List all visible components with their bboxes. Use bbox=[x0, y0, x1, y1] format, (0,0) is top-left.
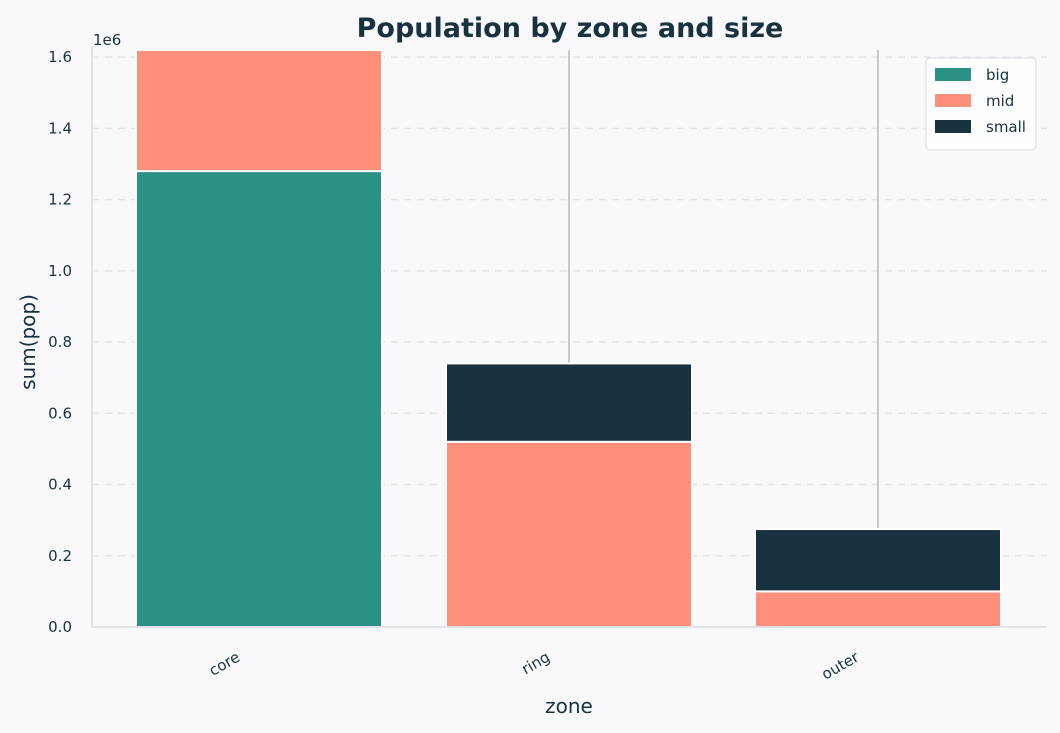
chart-title: Population by zone and size bbox=[357, 13, 784, 44]
y-tick-label-5: 1.0 bbox=[48, 262, 72, 280]
y-tick-label-4: 0.8 bbox=[48, 333, 72, 351]
bar-core-mid bbox=[135, 49, 383, 173]
axes bbox=[91, 46, 1047, 628]
y-tick-label-1: 0.2 bbox=[48, 547, 72, 565]
y-tick-label-2: 0.4 bbox=[48, 476, 72, 494]
y-axis-offset-label: 1e6 bbox=[93, 31, 121, 49]
legend-swatch-small bbox=[935, 120, 971, 133]
x-axis-label: zone bbox=[545, 694, 593, 718]
y-tick-label-7: 1.4 bbox=[48, 119, 72, 137]
bar-outer-mid bbox=[754, 590, 1002, 628]
bar-ring-small bbox=[445, 362, 693, 443]
y-axis-label: sum(pop) bbox=[16, 294, 40, 390]
y-tick-label-8: 1.6 bbox=[48, 48, 72, 66]
legend-label-big: big bbox=[986, 66, 1009, 84]
y-tick-label-6: 1.2 bbox=[48, 191, 72, 209]
bars bbox=[135, 49, 1002, 629]
legend: big mid small bbox=[925, 57, 1037, 151]
bar-ring-mid bbox=[445, 440, 693, 628]
legend-swatch-mid bbox=[935, 94, 971, 107]
bar-core-big bbox=[135, 170, 383, 629]
y-tick-label-3: 0.6 bbox=[48, 404, 72, 422]
y-tick-label-0: 0.0 bbox=[48, 618, 72, 636]
legend-label-small: small bbox=[986, 118, 1026, 136]
legend-swatch-big bbox=[935, 68, 971, 81]
y-tick-labels: 0.0 0.2 0.4 0.6 0.8 1.0 1.2 1.4 1.6 bbox=[48, 48, 72, 636]
bar-outer-small bbox=[754, 528, 1002, 593]
legend-label-mid: mid bbox=[986, 92, 1014, 110]
